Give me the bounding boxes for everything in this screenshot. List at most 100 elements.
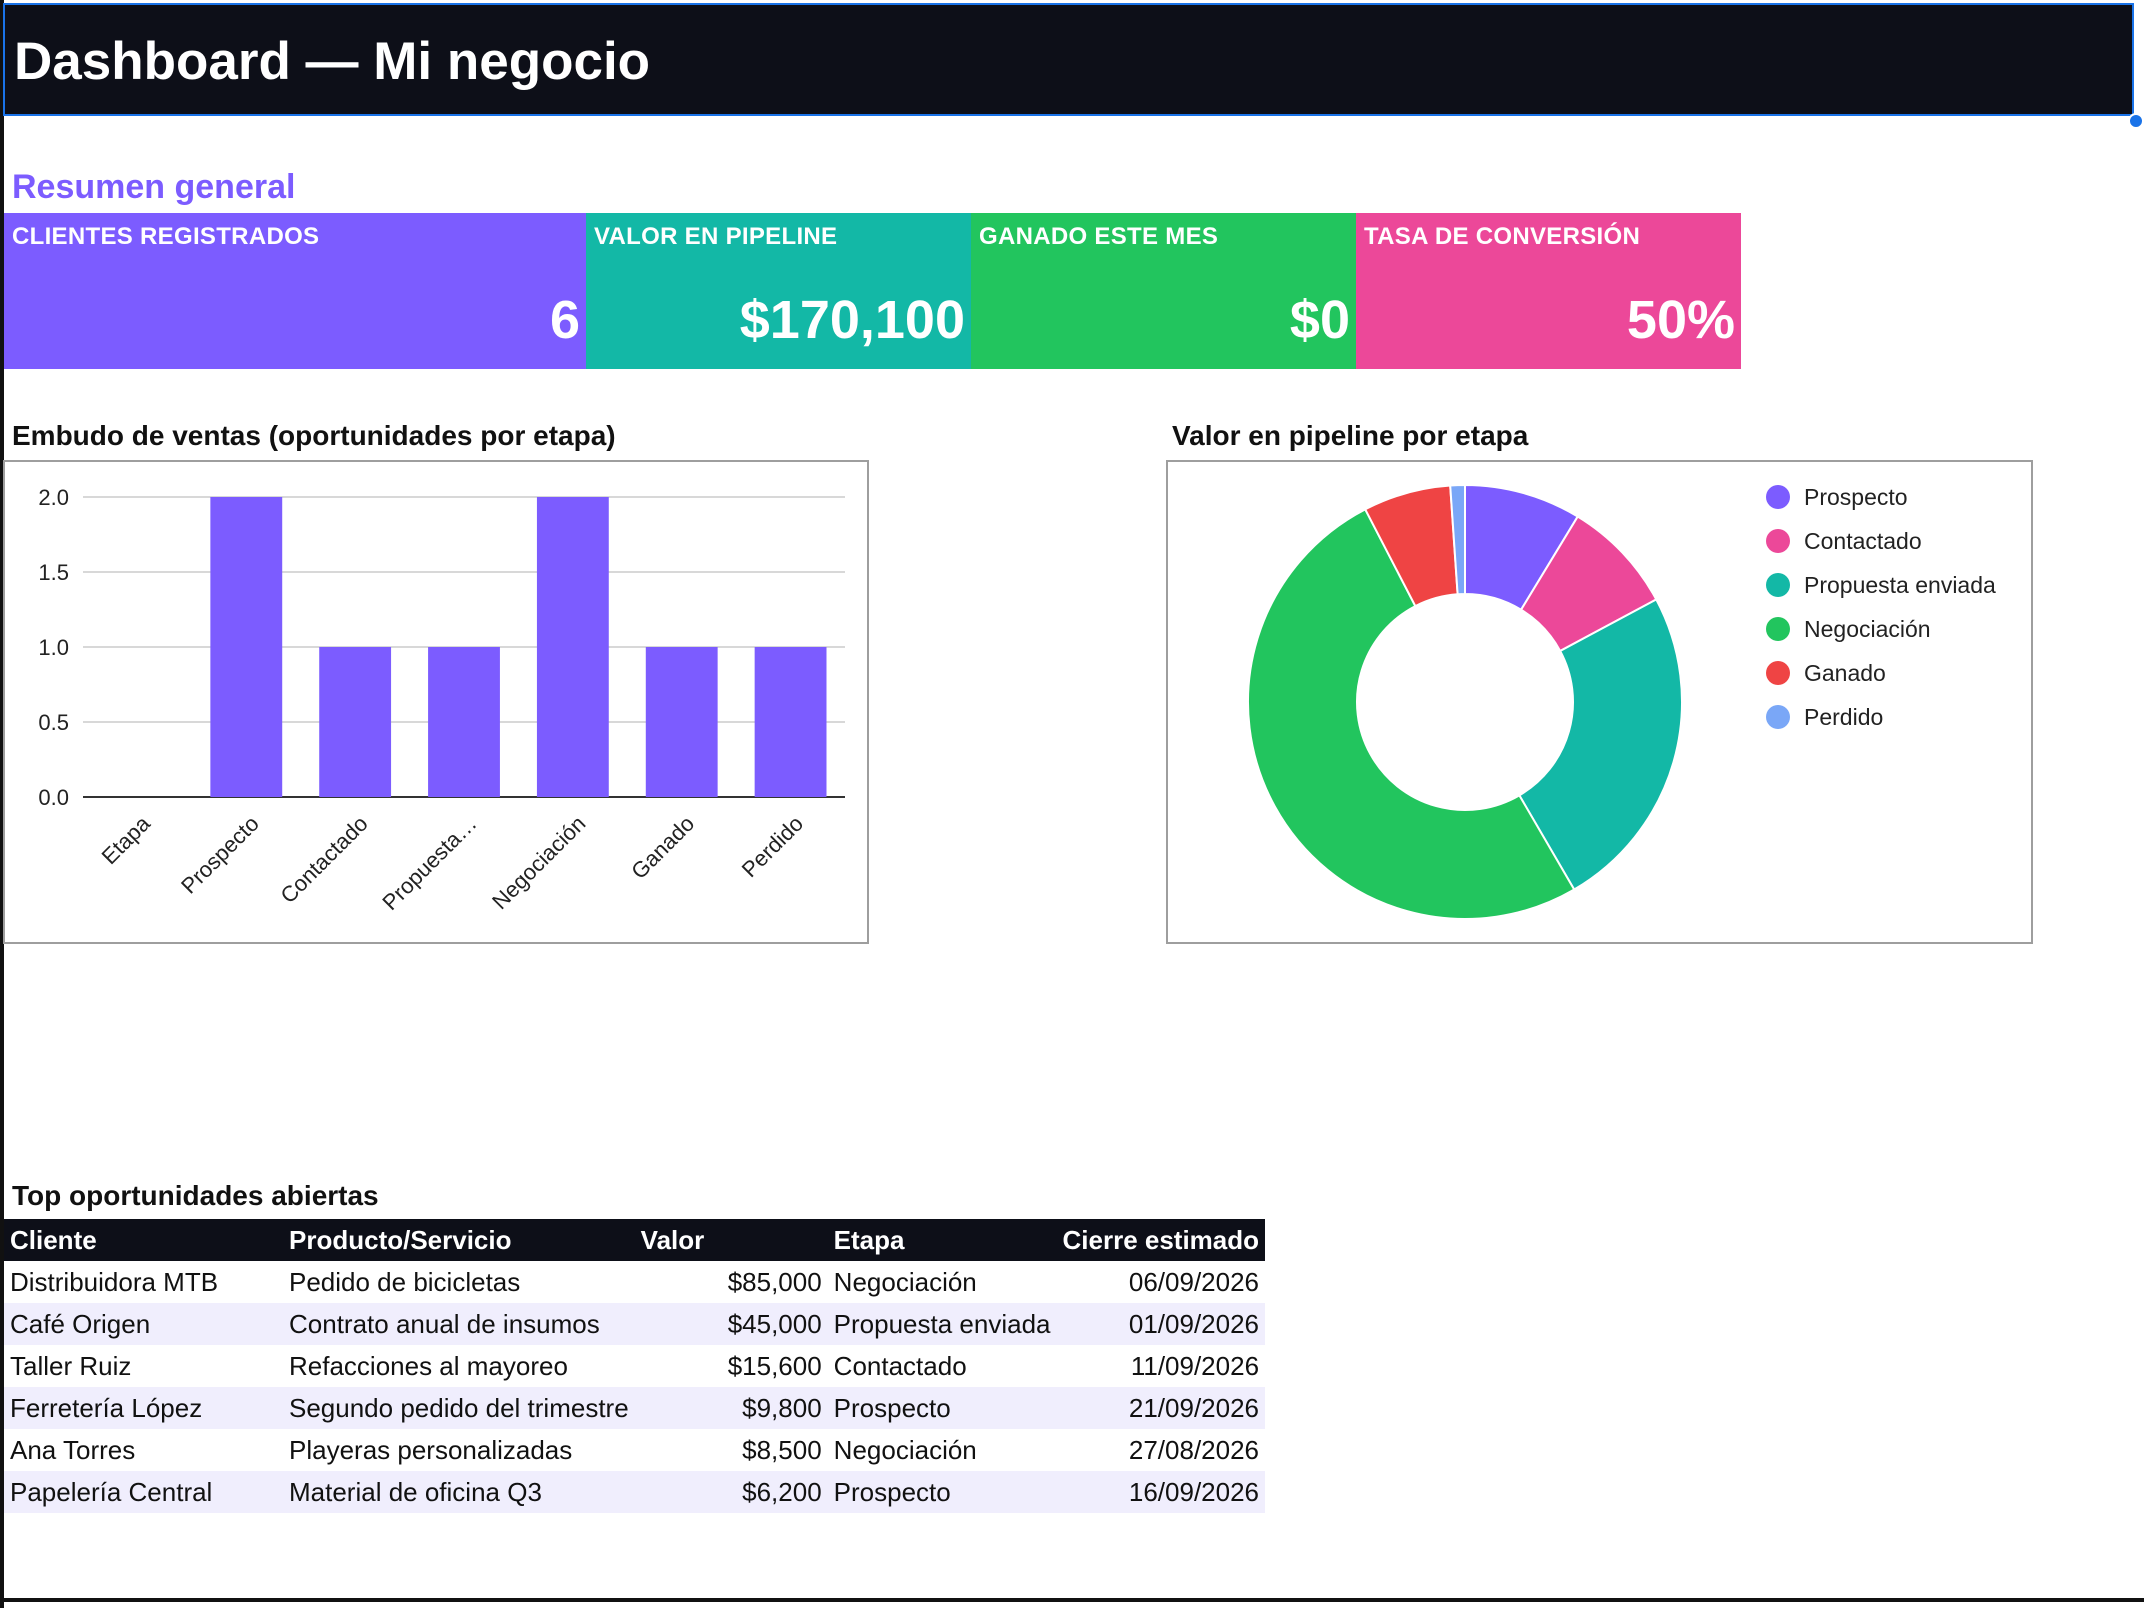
legend-label: Propuesta enviada (1804, 572, 1996, 598)
cell-cliente[interactable]: Distribuidora MTB (10, 1266, 219, 1297)
donut-slice-negociaci-n (1247, 507, 1576, 920)
bar-negociacin (536, 497, 609, 797)
column-header-valor[interactable]: Valor (640, 1224, 705, 1255)
cell-cliente[interactable]: Papelería Central (10, 1476, 213, 1507)
dashboard-header[interactable]: Dashboard — Mi negocio (3, 3, 2134, 116)
bar-prospecto (210, 497, 283, 797)
bar-ganado (645, 647, 718, 797)
cell-valor[interactable]: $6,200 (742, 1476, 822, 1507)
kpi-value: 50% (1626, 290, 1735, 350)
cell-producto[interactable]: Material de oficina Q3 (289, 1476, 542, 1507)
bar-chart-title: Embudo de ventas (oportunidades por etap… (12, 420, 616, 451)
donut-slice-perdido (1449, 483, 1466, 596)
column-header-cierre[interactable]: Cierre estimado (1062, 1224, 1260, 1255)
pie-chart-title: Valor en pipeline por etapa (1172, 420, 1529, 451)
table-title: Top oportunidades abiertas (12, 1180, 379, 1211)
legend-swatch (1766, 661, 1790, 685)
cell-etapa[interactable]: Prospecto (833, 1392, 951, 1423)
kpi-label: VALOR EN PIPELINE (594, 223, 838, 250)
kpi-value: 6 (549, 290, 580, 350)
selection-handle[interactable] (2128, 113, 2144, 129)
kpi-card-pipeline-value[interactable]: VALOR EN PIPELINE $170,100 (586, 213, 971, 369)
x-tick-label: Propuesta… (377, 811, 481, 915)
legend-label: Ganado (1804, 660, 1886, 686)
bar-chart[interactable]: 0.0 0.5 1.0 1.5 2.0 Etapa Prospecto Contactado P… (3, 460, 869, 944)
cell-producto[interactable]: Contrato anual de insumos (289, 1308, 600, 1339)
cell-cierre[interactable]: 11/09/2026 (1130, 1350, 1260, 1381)
y-tick-label: 2.0 (38, 485, 69, 510)
opportunities-table: Cliente Producto/Servicio Valor Etapa Ci… (4, 1219, 1266, 1513)
column-header-producto[interactable]: Producto/Servicio (289, 1224, 512, 1255)
cell-etapa[interactable]: Propuesta enviada (833, 1308, 1051, 1339)
legend-label: Prospecto (1804, 484, 1908, 510)
x-tick-label: Prospecto (176, 811, 264, 899)
table-row[interactable]: Papelería Central Material de oficina Q3… (4, 1471, 1266, 1513)
cell-etapa[interactable]: Negociación (833, 1266, 977, 1297)
cell-valor[interactable]: $8,500 (742, 1434, 822, 1465)
x-tick-label: Etapa (97, 810, 156, 869)
donut-chart-svg: Prospecto Contactado Propuesta enviada Nego… (1247, 483, 1996, 920)
kpi-label: CLIENTES REGISTRADOS (12, 223, 320, 250)
y-tick-label: 0.5 (38, 710, 69, 735)
cell-cliente[interactable]: Ana Torres (10, 1434, 136, 1465)
cell-cierre[interactable]: 06/09/2026 (1128, 1266, 1260, 1297)
cell-valor[interactable]: $9,800 (742, 1392, 822, 1423)
x-tick-label: Perdido (737, 811, 808, 882)
kpi-card-won-this-month[interactable]: GANADO ESTE MES $0 (971, 213, 1356, 369)
cell-etapa[interactable]: Contactado (833, 1350, 967, 1381)
donut-slice-propuesta-enviada (1517, 598, 1683, 891)
column-header-cliente[interactable]: Cliente (10, 1224, 97, 1255)
table-row[interactable]: Taller Ruiz Refacciones al mayoreo $15,6… (4, 1345, 1265, 1387)
cell-valor[interactable]: $15,600 (727, 1350, 822, 1381)
y-tick-label: 0.0 (38, 785, 69, 810)
legend-swatch (1766, 617, 1790, 641)
dashboard-title: Dashboard — Mi negocio (14, 32, 651, 91)
legend-swatch (1766, 529, 1790, 553)
cell-etapa[interactable]: Prospecto (833, 1476, 951, 1507)
sheet-bottom-border (0, 1598, 2144, 1602)
kpi-value: $0 (1289, 290, 1350, 350)
legend-swatch (1766, 485, 1790, 509)
table-row[interactable]: Café Origen Contrato anual de insumos $4… (4, 1303, 1266, 1345)
legend-swatch (1766, 705, 1790, 729)
cell-cliente[interactable]: Café Origen (10, 1308, 151, 1339)
legend-swatch (1766, 573, 1790, 597)
column-header-etapa[interactable]: Etapa (833, 1224, 905, 1255)
legend-label: Contactado (1804, 528, 1922, 554)
x-tick-label: Negociación (487, 811, 590, 914)
cell-cierre[interactable]: 01/09/2026 (1128, 1308, 1260, 1339)
cell-cierre[interactable]: 16/09/2026 (1128, 1476, 1260, 1507)
cell-valor[interactable]: $85,000 (727, 1266, 822, 1297)
cell-cliente[interactable]: Taller Ruiz (10, 1350, 132, 1381)
bar-contactado (319, 647, 392, 797)
cell-producto[interactable]: Refacciones al mayoreo (289, 1350, 568, 1381)
legend-label: Perdido (1804, 704, 1883, 730)
cell-etapa[interactable]: Negociación (833, 1434, 977, 1465)
legend-label: Negociación (1804, 616, 1931, 642)
kpi-card-clients[interactable]: CLIENTES REGISTRADOS 6 (4, 213, 586, 369)
x-tick-label: Contactado (275, 811, 372, 908)
sheet-left-border (0, 0, 4, 1608)
y-tick-label: 1.5 (38, 560, 69, 585)
bar-propuesta (428, 647, 500, 797)
table-header-row: Cliente Producto/Servicio Valor Etapa Ci… (4, 1219, 1266, 1261)
summary-title: Resumen general (12, 168, 296, 206)
cell-cierre[interactable]: 21/09/2026 (1128, 1392, 1260, 1423)
kpi-label: GANADO ESTE MES (979, 223, 1219, 250)
bar-perdido (754, 647, 827, 797)
cell-cierre[interactable]: 27/08/2026 (1128, 1434, 1260, 1465)
donut-chart[interactable]: Prospecto Contactado Propuesta enviada Nego… (1166, 460, 2033, 944)
cell-producto[interactable]: Pedido de bicicletas (289, 1266, 521, 1297)
kpi-value: $170,100 (739, 290, 965, 350)
kpi-card-conversion-rate[interactable]: TASA DE CONVERSIÓN 50% (1356, 213, 1741, 369)
table-row[interactable]: Ferretería López Segundo pedido del trim… (4, 1387, 1266, 1429)
y-tick-label: 1.0 (38, 635, 69, 660)
cell-valor[interactable]: $45,000 (727, 1308, 822, 1339)
cell-cliente[interactable]: Ferretería López (10, 1392, 203, 1423)
table-row[interactable]: Ana Torres Playeras personalizadas $8,50… (4, 1429, 1265, 1471)
table-row[interactable]: Distribuidora MTB Pedido de bicicletas $… (4, 1261, 1265, 1303)
kpi-label: TASA DE CONVERSIÓN (1364, 223, 1641, 250)
cell-producto[interactable]: Playeras personalizadas (289, 1434, 573, 1465)
cell-producto[interactable]: Segundo pedido del trimestre (289, 1392, 629, 1423)
